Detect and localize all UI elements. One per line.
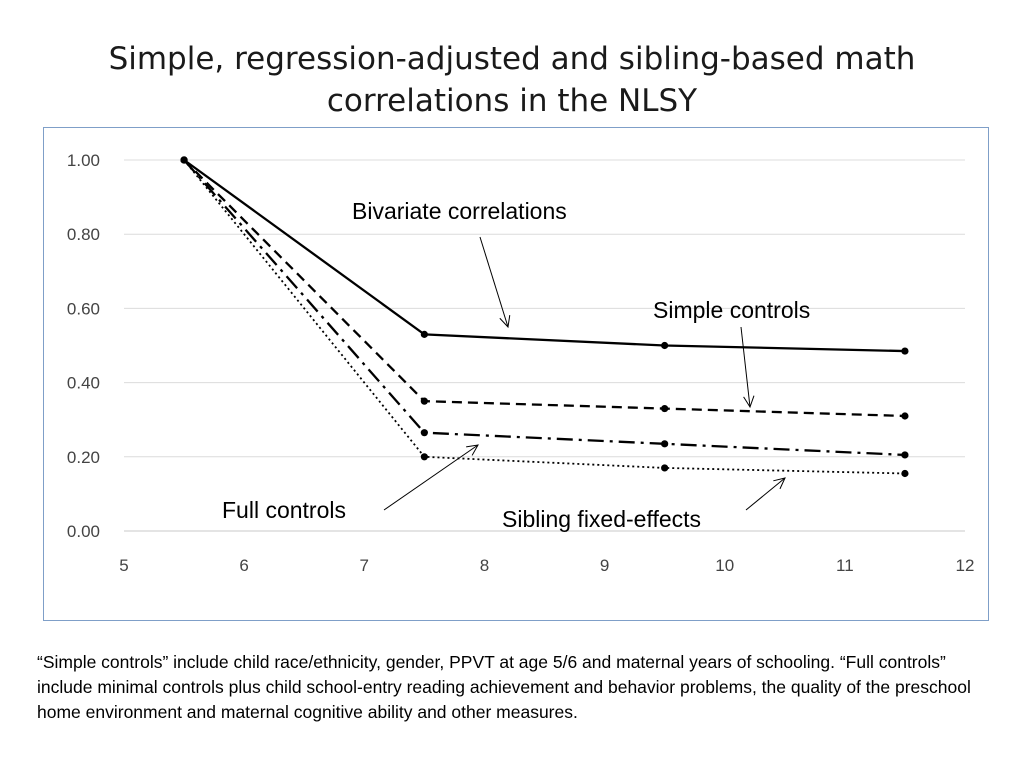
series-line-solid <box>183 159 905 353</box>
x-tick-label: 8 <box>480 556 489 575</box>
data-point <box>661 404 669 413</box>
annotation-label: Bivariate correlations <box>352 198 567 224</box>
data-point <box>901 412 909 420</box>
annotations: Bivariate correlations Simple controls Ful… <box>222 198 810 532</box>
data-point <box>901 451 909 459</box>
annotation-arrow <box>383 444 479 511</box>
y-tick-label: 1.00 <box>67 151 100 170</box>
annotation-arrowhead <box>743 395 755 409</box>
data-point <box>661 440 669 448</box>
y-tick-label: 0.80 <box>67 225 100 244</box>
data-point <box>901 469 909 478</box>
annotation-arrowhead <box>499 315 511 329</box>
y-tick-labels: 0.00 0.20 0.40 0.60 0.80 1.00 <box>67 151 100 541</box>
gridlines <box>124 159 965 532</box>
series-lines <box>183 159 905 475</box>
data-point <box>420 453 428 461</box>
x-tick-label: 12 <box>956 556 975 575</box>
annotation-label: Simple controls <box>653 297 810 323</box>
annotation-arrow <box>740 326 751 408</box>
annotation-label: Sibling fixed-effects <box>502 506 701 532</box>
data-point <box>420 429 428 437</box>
data-point <box>180 156 188 164</box>
x-tick-labels: 5 6 7 8 9 10 11 12 <box>119 556 974 575</box>
data-point <box>661 341 669 350</box>
x-tick-label: 6 <box>239 556 248 575</box>
y-tick-label: 0.60 <box>67 299 100 318</box>
annotation-arrow <box>479 236 509 328</box>
y-tick-label: 0.40 <box>67 374 100 393</box>
annotation-arrowhead <box>773 477 786 490</box>
data-point <box>420 397 428 405</box>
x-tick-label: 7 <box>360 556 369 575</box>
footnote: “Simple controls” include child race/eth… <box>37 652 971 722</box>
annotation-arrowhead <box>466 444 479 456</box>
title-line-2: correlations in the NLSY <box>326 83 698 119</box>
annotation-label: Full controls <box>222 497 346 523</box>
data-point <box>661 464 669 472</box>
y-tick-label: 0.00 <box>67 522 100 541</box>
x-tick-label: 5 <box>119 556 128 575</box>
x-tick-label: 11 <box>836 556 854 575</box>
data-point <box>901 347 909 355</box>
x-tick-label: 10 <box>715 556 734 575</box>
data-point <box>420 330 428 338</box>
chart-frame <box>43 127 989 621</box>
series-line-dotted <box>183 159 905 475</box>
series-points <box>180 156 909 478</box>
x-tick-label: 9 <box>600 556 609 575</box>
series-line-dashdot <box>183 159 905 457</box>
title-line-1: Simple, regression-adjusted and sibling-… <box>108 41 916 77</box>
annotation-arrow <box>745 477 786 511</box>
page-title: Simple, regression-adjusted and sibling-… <box>40 38 984 122</box>
y-tick-label: 0.20 <box>67 448 100 467</box>
